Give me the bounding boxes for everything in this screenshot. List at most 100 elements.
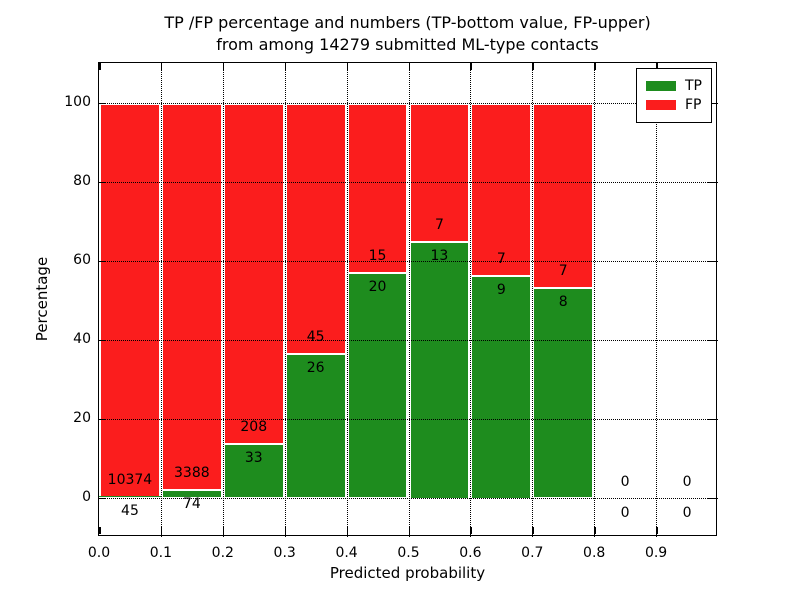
x-tick-label: 0.9 bbox=[644, 545, 668, 561]
y-tick-label: 60 bbox=[73, 251, 91, 268]
x-tick-label: 0.3 bbox=[273, 545, 296, 561]
y-tick-left bbox=[99, 339, 106, 341]
tp-count-label: 0 bbox=[620, 504, 630, 521]
gridline-x-0.7 bbox=[532, 63, 534, 537]
fp-bar bbox=[160, 102, 223, 490]
x-tick-top bbox=[470, 63, 472, 70]
chart-title-line-2: from among 14279 submitted ML-type conta… bbox=[216, 35, 599, 54]
x-tick-bottom bbox=[470, 527, 472, 534]
chart-title-line-1: TP /FP percentage and numbers (TP-bottom… bbox=[164, 13, 651, 32]
x-tick-top bbox=[284, 63, 287, 70]
legend-label-fp: FP bbox=[685, 97, 702, 113]
fp-count-label: 0 bbox=[682, 473, 692, 490]
chart-title: TP /FP percentage and numbers (TP-bottom… bbox=[98, 12, 717, 56]
x-tick-bottom bbox=[160, 527, 163, 534]
legend-item-fp: FP bbox=[646, 97, 702, 113]
y-tick-right bbox=[708, 418, 715, 420]
x-tick-bottom bbox=[656, 527, 658, 534]
y-tick-label: 20 bbox=[73, 409, 91, 426]
x-tick-top bbox=[222, 63, 225, 70]
legend-item-tp: TP bbox=[646, 78, 702, 94]
x-tick-label: 0.4 bbox=[335, 545, 358, 561]
x-tick-top bbox=[408, 63, 410, 70]
fp-count-label: 7 bbox=[496, 251, 506, 268]
fp-count-label: 45 bbox=[306, 328, 325, 345]
y-tick-left bbox=[99, 497, 106, 499]
x-tick-top bbox=[160, 63, 163, 70]
x-tick-label: 0.0 bbox=[87, 545, 111, 561]
y-tick-left bbox=[99, 260, 106, 262]
fp-bar bbox=[284, 102, 347, 353]
tp-count-label: 26 bbox=[306, 359, 325, 376]
y-tick-label: 80 bbox=[73, 172, 91, 189]
y-tick-label: 0 bbox=[82, 488, 91, 505]
x-tick-bottom bbox=[222, 527, 225, 534]
y-tick-label: 100 bbox=[64, 93, 91, 110]
tp-bar bbox=[284, 352, 347, 498]
fp-bar bbox=[532, 102, 595, 287]
fp-count-label: 3388 bbox=[174, 465, 210, 482]
x-tick-top bbox=[594, 63, 596, 70]
fp-bar bbox=[470, 102, 533, 276]
x-tick-label: 0.2 bbox=[211, 545, 234, 561]
y-axis-label: Percentage bbox=[33, 256, 51, 342]
legend-label-tp: TP bbox=[685, 78, 702, 94]
gridline-x-0.2 bbox=[222, 63, 224, 537]
fp-count-label: 10374 bbox=[107, 471, 153, 488]
fp-count-label: 0 bbox=[620, 473, 630, 490]
plot-area: TP FP 10374 45 3388 74 208 33 45 26 15 20 7 13 7 9 7 8 0 0… bbox=[64, 62, 718, 561]
x-tick-label: 0.1 bbox=[149, 545, 173, 561]
x-tick-bottom bbox=[594, 527, 596, 534]
x-tick-label: 0.6 bbox=[459, 545, 482, 561]
tp-count-label: 45 bbox=[121, 502, 139, 519]
y-tick-right bbox=[708, 260, 715, 262]
fp-count-label: 7 bbox=[558, 262, 568, 279]
fp-bar bbox=[346, 102, 409, 272]
fp-bar bbox=[99, 102, 161, 496]
gridline-x-0.9 bbox=[656, 63, 658, 537]
gridline-x-0.1 bbox=[160, 63, 162, 537]
x-tick-label: 0.7 bbox=[521, 545, 544, 561]
x-tick-label: 0.8 bbox=[583, 545, 606, 561]
legend-swatch-fp bbox=[646, 100, 676, 110]
x-tick-bottom bbox=[408, 527, 410, 534]
y-tick-right bbox=[708, 339, 715, 341]
gridline-x-0.3 bbox=[284, 63, 286, 537]
tp-bar bbox=[532, 286, 595, 498]
tp-count-label: 33 bbox=[244, 450, 263, 467]
x-tick-bottom bbox=[99, 527, 101, 534]
tp-count-label: 9 bbox=[496, 282, 506, 299]
y-tick-left bbox=[99, 418, 106, 420]
y-tick-right bbox=[708, 181, 715, 183]
x-tick-top bbox=[99, 63, 101, 70]
y-tick-left bbox=[99, 102, 106, 104]
fp-bar bbox=[222, 102, 285, 444]
tp-count-label: 8 bbox=[558, 293, 568, 310]
x-tick-bottom bbox=[532, 527, 534, 534]
tp-bar bbox=[346, 271, 409, 498]
gridline-x-0.8 bbox=[594, 63, 596, 537]
tp-bar bbox=[470, 275, 533, 498]
y-tick-right bbox=[708, 497, 715, 499]
x-tick-label: 0.5 bbox=[397, 545, 420, 561]
x-tick-bottom bbox=[346, 527, 349, 534]
gridline-x-0.6 bbox=[470, 63, 472, 537]
fp-count-label: 208 bbox=[240, 419, 268, 436]
x-tick-bottom bbox=[284, 527, 287, 534]
tp-count-label: 74 bbox=[182, 496, 201, 513]
tp-count-label: 0 bbox=[682, 504, 692, 521]
y-tick-label: 40 bbox=[73, 330, 91, 347]
legend-swatch-tp bbox=[646, 81, 676, 91]
x-tick-top bbox=[532, 63, 534, 70]
y-tick-left bbox=[99, 181, 106, 183]
tp-bar bbox=[408, 240, 471, 498]
legend: TP FP bbox=[636, 68, 712, 123]
fp-count-label: 7 bbox=[434, 216, 444, 233]
x-tick-top bbox=[346, 63, 349, 70]
tp-count-label: 20 bbox=[368, 278, 387, 295]
gridline-x-0.5 bbox=[408, 63, 410, 537]
gridline-x-0.4 bbox=[346, 63, 348, 537]
tp-bar bbox=[99, 495, 161, 498]
tp-count-label: 13 bbox=[430, 247, 449, 264]
